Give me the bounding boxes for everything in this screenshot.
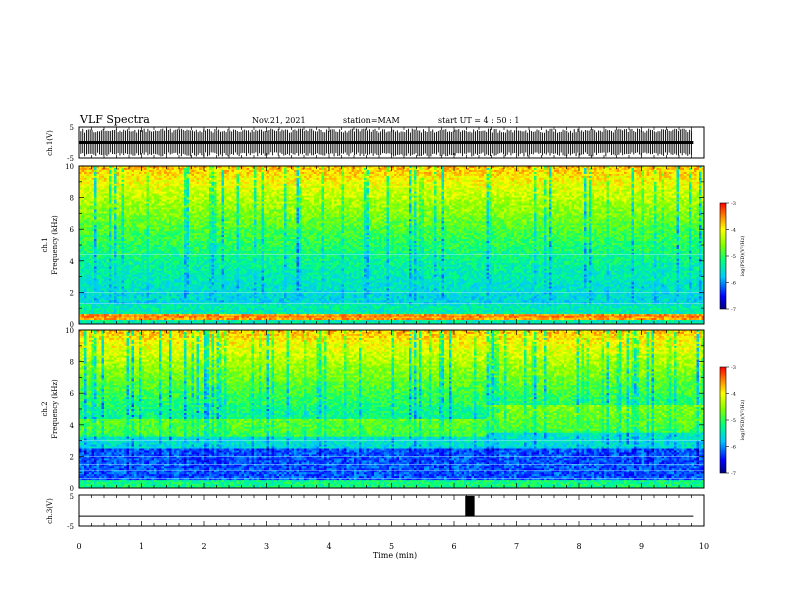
ch1-ylabel: ch.1(V): [46, 130, 54, 156]
ch1-waveform-panel: 5 -5 ch.1(V): [46, 124, 704, 163]
date-label: Nov.21, 2021: [252, 116, 306, 125]
ch1-ytick-top: 5: [70, 124, 74, 132]
ch1-spectrogram-heatmap: [79, 166, 704, 324]
start-time-label: start UT = 4 : 50 : 1: [438, 116, 519, 125]
figure-title: VLF Spectra: [79, 113, 150, 126]
station-label: station=MAM: [343, 116, 400, 125]
ch1-ytick-bottom: -5: [67, 155, 74, 163]
